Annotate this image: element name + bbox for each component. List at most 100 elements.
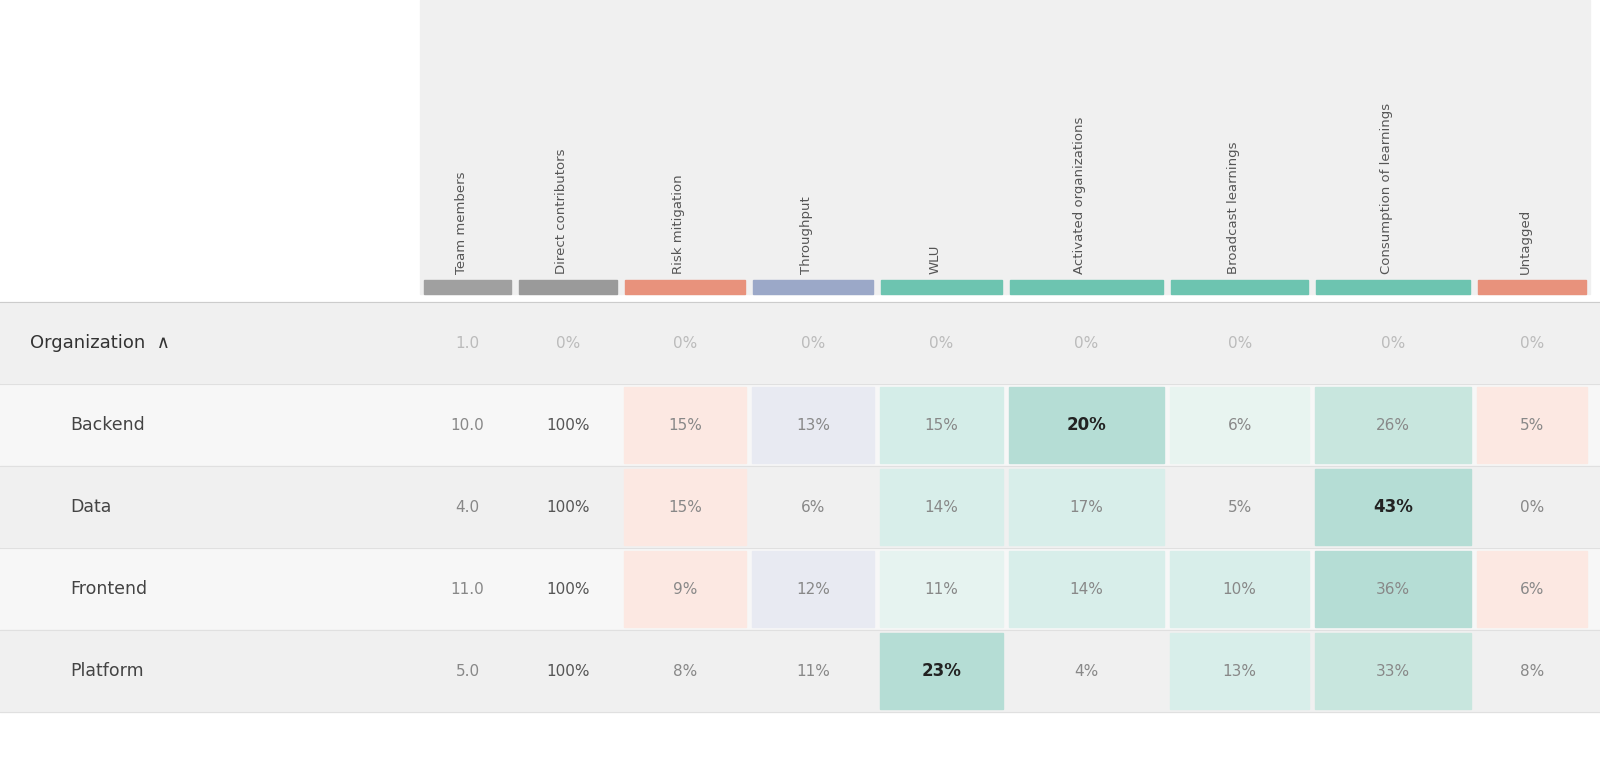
- Bar: [1315, 633, 1470, 709]
- Text: Activated organizations: Activated organizations: [1074, 116, 1086, 274]
- Text: 14%: 14%: [925, 500, 958, 514]
- Bar: [624, 551, 746, 627]
- Bar: [1474, 0, 1590, 294]
- Text: 100%: 100%: [546, 417, 590, 432]
- Text: 13%: 13%: [1222, 663, 1256, 678]
- Bar: [1317, 280, 1470, 294]
- Text: 5%: 5%: [1227, 500, 1251, 514]
- Text: Team members: Team members: [454, 171, 467, 274]
- Text: 11%: 11%: [797, 663, 830, 678]
- Text: 100%: 100%: [546, 581, 590, 597]
- Text: 8%: 8%: [674, 663, 698, 678]
- Text: 10.0: 10.0: [451, 417, 485, 432]
- Text: 26%: 26%: [1376, 417, 1410, 432]
- Text: Backend: Backend: [70, 416, 144, 434]
- Text: 23%: 23%: [922, 662, 962, 680]
- Text: 17%: 17%: [1069, 500, 1104, 514]
- Text: 0%: 0%: [1074, 335, 1099, 351]
- Text: 5.0: 5.0: [456, 663, 480, 678]
- Bar: [515, 0, 621, 294]
- Text: 4.0: 4.0: [456, 500, 480, 514]
- Bar: [0, 466, 1600, 548]
- Bar: [1006, 0, 1166, 294]
- Bar: [882, 280, 1002, 294]
- Text: 0%: 0%: [1381, 335, 1405, 351]
- Bar: [0, 630, 1600, 712]
- Text: Untagged: Untagged: [1518, 209, 1531, 274]
- Text: Frontend: Frontend: [70, 580, 147, 598]
- Text: Direct contributors: Direct contributors: [555, 148, 568, 274]
- Bar: [624, 387, 746, 463]
- Bar: [1315, 387, 1470, 463]
- Bar: [1171, 280, 1309, 294]
- Text: 15%: 15%: [669, 500, 702, 514]
- Text: Organization  ∧: Organization ∧: [30, 334, 170, 352]
- Text: 20%: 20%: [1067, 416, 1106, 434]
- Bar: [0, 548, 1600, 630]
- Bar: [0, 302, 1600, 384]
- Text: 4%: 4%: [1074, 663, 1099, 678]
- Text: 0%: 0%: [1227, 335, 1251, 351]
- Text: 100%: 100%: [546, 500, 590, 514]
- Text: 33%: 33%: [1376, 663, 1410, 678]
- Bar: [1008, 551, 1163, 627]
- Bar: [880, 387, 1003, 463]
- Text: 13%: 13%: [797, 417, 830, 432]
- Bar: [754, 280, 874, 294]
- Text: 36%: 36%: [1376, 581, 1410, 597]
- Text: Throughput: Throughput: [800, 196, 813, 274]
- Bar: [419, 0, 515, 294]
- Text: 1.0: 1.0: [456, 335, 480, 351]
- Bar: [424, 280, 510, 294]
- Bar: [0, 384, 1600, 466]
- Text: 15%: 15%: [669, 417, 702, 432]
- Bar: [1477, 387, 1587, 463]
- Text: Platform: Platform: [70, 662, 144, 680]
- Bar: [880, 633, 1003, 709]
- Bar: [1170, 387, 1309, 463]
- Text: 15%: 15%: [925, 417, 958, 432]
- Bar: [621, 0, 749, 294]
- Bar: [1010, 280, 1163, 294]
- Bar: [752, 551, 875, 627]
- Text: 6%: 6%: [1520, 581, 1544, 597]
- Text: 0%: 0%: [555, 335, 581, 351]
- Text: 6%: 6%: [1227, 417, 1251, 432]
- Bar: [752, 387, 875, 463]
- Text: 9%: 9%: [674, 581, 698, 597]
- Bar: [518, 280, 618, 294]
- Text: WLU: WLU: [928, 244, 941, 274]
- Bar: [1315, 551, 1470, 627]
- Bar: [880, 551, 1003, 627]
- Bar: [1477, 551, 1587, 627]
- Text: Risk mitigation: Risk mitigation: [672, 175, 685, 274]
- Text: Consumption of learnings: Consumption of learnings: [1381, 103, 1394, 274]
- Bar: [1478, 280, 1586, 294]
- Bar: [1166, 0, 1312, 294]
- Text: 0%: 0%: [802, 335, 826, 351]
- Bar: [1315, 469, 1470, 545]
- Bar: [1008, 469, 1163, 545]
- Text: 0%: 0%: [1520, 335, 1544, 351]
- Bar: [1170, 551, 1309, 627]
- Text: Data: Data: [70, 498, 112, 516]
- Text: 43%: 43%: [1373, 498, 1413, 516]
- Text: 11.0: 11.0: [451, 581, 485, 597]
- Text: 100%: 100%: [546, 663, 590, 678]
- Bar: [749, 0, 877, 294]
- Text: 5%: 5%: [1520, 417, 1544, 432]
- Text: Broadcast learnings: Broadcast learnings: [1227, 141, 1240, 274]
- Bar: [624, 469, 746, 545]
- Text: 12%: 12%: [797, 581, 830, 597]
- Text: 0%: 0%: [674, 335, 698, 351]
- Text: 6%: 6%: [802, 500, 826, 514]
- Text: 0%: 0%: [1520, 500, 1544, 514]
- Bar: [1312, 0, 1474, 294]
- Text: 0%: 0%: [930, 335, 954, 351]
- Bar: [1008, 387, 1163, 463]
- Text: 10%: 10%: [1222, 581, 1256, 597]
- Bar: [877, 0, 1006, 294]
- Text: 11%: 11%: [925, 581, 958, 597]
- Bar: [626, 280, 746, 294]
- Text: 14%: 14%: [1069, 581, 1104, 597]
